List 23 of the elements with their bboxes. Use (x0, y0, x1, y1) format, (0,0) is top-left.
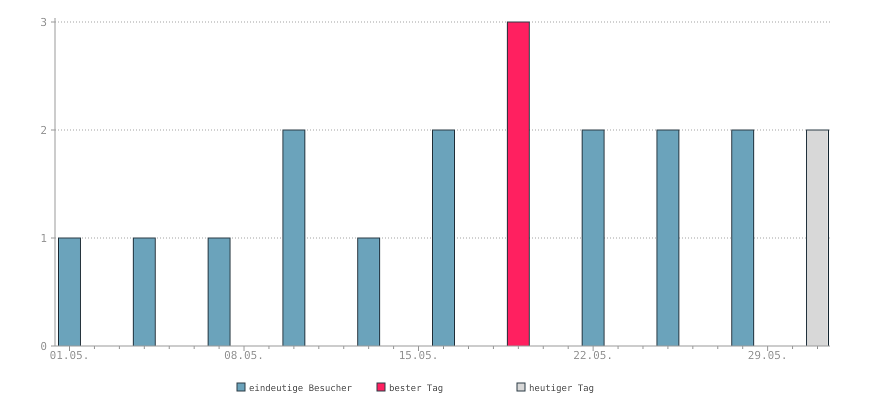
legend-label: bester Tag (389, 384, 444, 394)
bar (357, 238, 380, 346)
bar (506, 22, 530, 346)
x-tick-label: 01.05. (50, 349, 90, 362)
bar (582, 130, 605, 346)
bar (58, 238, 81, 346)
bar (432, 130, 455, 346)
x-tick-label: 08.05. (224, 349, 264, 362)
y-tick-label: 0 (40, 340, 47, 353)
bar (208, 238, 231, 346)
y-tick-label: 3 (40, 16, 47, 29)
bar (282, 130, 306, 346)
bar (806, 130, 830, 346)
legend-label: heutiger Tag (529, 384, 594, 394)
legend-label: eindeutige Besucher (249, 384, 353, 394)
bar (731, 130, 754, 346)
bar (656, 130, 680, 346)
y-tick-label: 2 (40, 124, 47, 137)
x-tick-label: 15.05. (398, 349, 438, 362)
y-tick-label: 1 (40, 232, 47, 245)
bar (132, 238, 156, 346)
x-tick-label: 29.05. (748, 349, 788, 362)
x-tick-label: 22.05. (573, 349, 613, 362)
